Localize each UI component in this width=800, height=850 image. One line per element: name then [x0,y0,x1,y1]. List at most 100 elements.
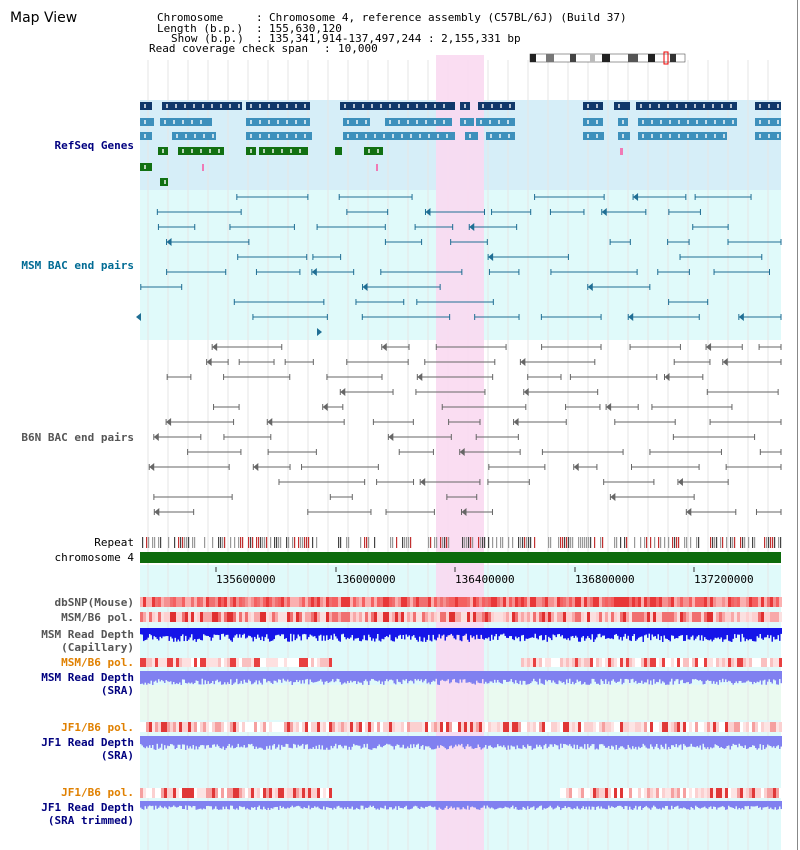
depth-bar [671,628,673,636]
depth-bar [410,736,412,745]
track-label-refseq[interactable]: RefSeq Genes [54,139,134,152]
depth-bar [759,628,761,635]
heat-cell [773,597,776,607]
depth-bar [566,736,568,745]
heat-cell [257,658,260,667]
track-label-jf1-b6-pol-2[interactable]: JF1/B6 pol. [61,786,134,799]
gene-exon-mark [200,120,202,124]
gene-exon-mark [759,120,761,124]
depth-bar [723,801,725,808]
depth-bar [141,671,143,684]
depth-bar [675,801,677,807]
track-label-dbsnp[interactable]: dbSNP(Mouse) [54,596,134,609]
track-label-jf1-depth[interactable]: JF1 Read Depth [41,736,134,749]
heat-cell [149,612,152,622]
heat-cell [662,612,665,622]
heat-cell [371,612,374,622]
track-label-msm-b6-pol-sra[interactable]: MSM/B6 pol. [61,656,134,669]
heat-cell [632,788,635,798]
depth-bar [375,801,377,810]
depth-bar [522,628,524,635]
depth-bar [476,801,478,810]
depth-bar [377,628,379,634]
depth-bar [291,628,293,642]
heat-cell [236,722,239,732]
heat-cell [572,597,575,607]
depth-bar [552,736,554,747]
depth-bar [564,736,566,745]
heat-cell [728,788,731,798]
depth-bar [599,628,601,634]
heat-cell [665,597,668,607]
depth-bar [350,628,352,638]
depth-bar [555,801,557,808]
depth-bar [695,628,697,639]
track-label-msm-bac[interactable]: MSM BAC end pairs [21,259,134,272]
depth-bar [659,628,661,641]
track-label-b6n-bac[interactable]: B6N BAC end pairs [21,431,134,444]
track-label-jf1-b6-pol[interactable]: JF1/B6 pol. [61,721,134,734]
heat-cell [236,658,239,667]
heat-cell [275,612,278,622]
depth-bar [180,801,182,806]
repeat-mark [684,537,686,548]
depth-bar [635,671,637,681]
heat-cell [407,722,410,732]
depth-bar [495,671,497,683]
depth-bar [423,801,425,809]
depth-bar [734,801,736,809]
depth-bar [381,671,383,682]
depth-bar [629,628,631,641]
depth-bar [501,628,503,635]
depth-bar [203,736,205,746]
heat-cell [152,658,155,667]
depth-bar [213,628,215,635]
heat-cell [254,722,257,732]
depth-bar [158,801,160,808]
depth-bar [755,801,757,807]
track-label-chromosome[interactable]: chromosome 4 [54,551,134,564]
depth-bar [338,736,340,746]
heat-cell [290,788,293,798]
track-label-jf1-depth-trim[interactable]: JF1 Read Depth [41,801,134,814]
heat-cell [590,788,593,798]
heat-cell [680,788,683,798]
gene-exon-mark [649,104,651,108]
depth-bar [560,671,562,682]
depth-bar [387,628,389,638]
track-label-repeat[interactable]: Repeat [94,536,134,549]
depth-bar [524,628,526,641]
heat-cell [458,597,461,607]
heat-cell [593,597,596,607]
bac-arrow [340,388,346,396]
heat-cell [233,788,236,798]
track-label-msm-depth-cap[interactable]: MSM Read Depth [41,628,134,641]
depth-bar [624,736,626,750]
depth-bar [263,628,265,642]
depth-bar [405,736,407,749]
track-label-msm-b6-pol[interactable]: MSM/B6 pol. [61,611,134,624]
heat-cell [362,597,365,607]
depth-bar [576,671,578,680]
gene-feature [140,118,154,126]
depth-bar [207,671,209,682]
heat-cell [365,612,368,622]
depth-bar [464,671,466,680]
depth-bar [441,736,443,746]
heat-cell [332,612,335,622]
depth-bar [422,671,424,683]
depth-bar [699,671,701,680]
heat-cell [722,597,725,607]
depth-bar [710,628,712,640]
depth-bar [150,801,152,807]
depth-bar [180,628,182,636]
depth-bar [582,801,584,807]
gene-exon-mark [182,120,184,124]
depth-bar [188,628,190,640]
track-label-msm-depth-sra[interactable]: MSM Read Depth [41,671,134,684]
heat-cell [743,597,746,607]
heat-cell [632,612,635,622]
depth-bar [563,671,565,682]
depth-bar [207,801,209,806]
gene-exon-mark [176,134,178,138]
